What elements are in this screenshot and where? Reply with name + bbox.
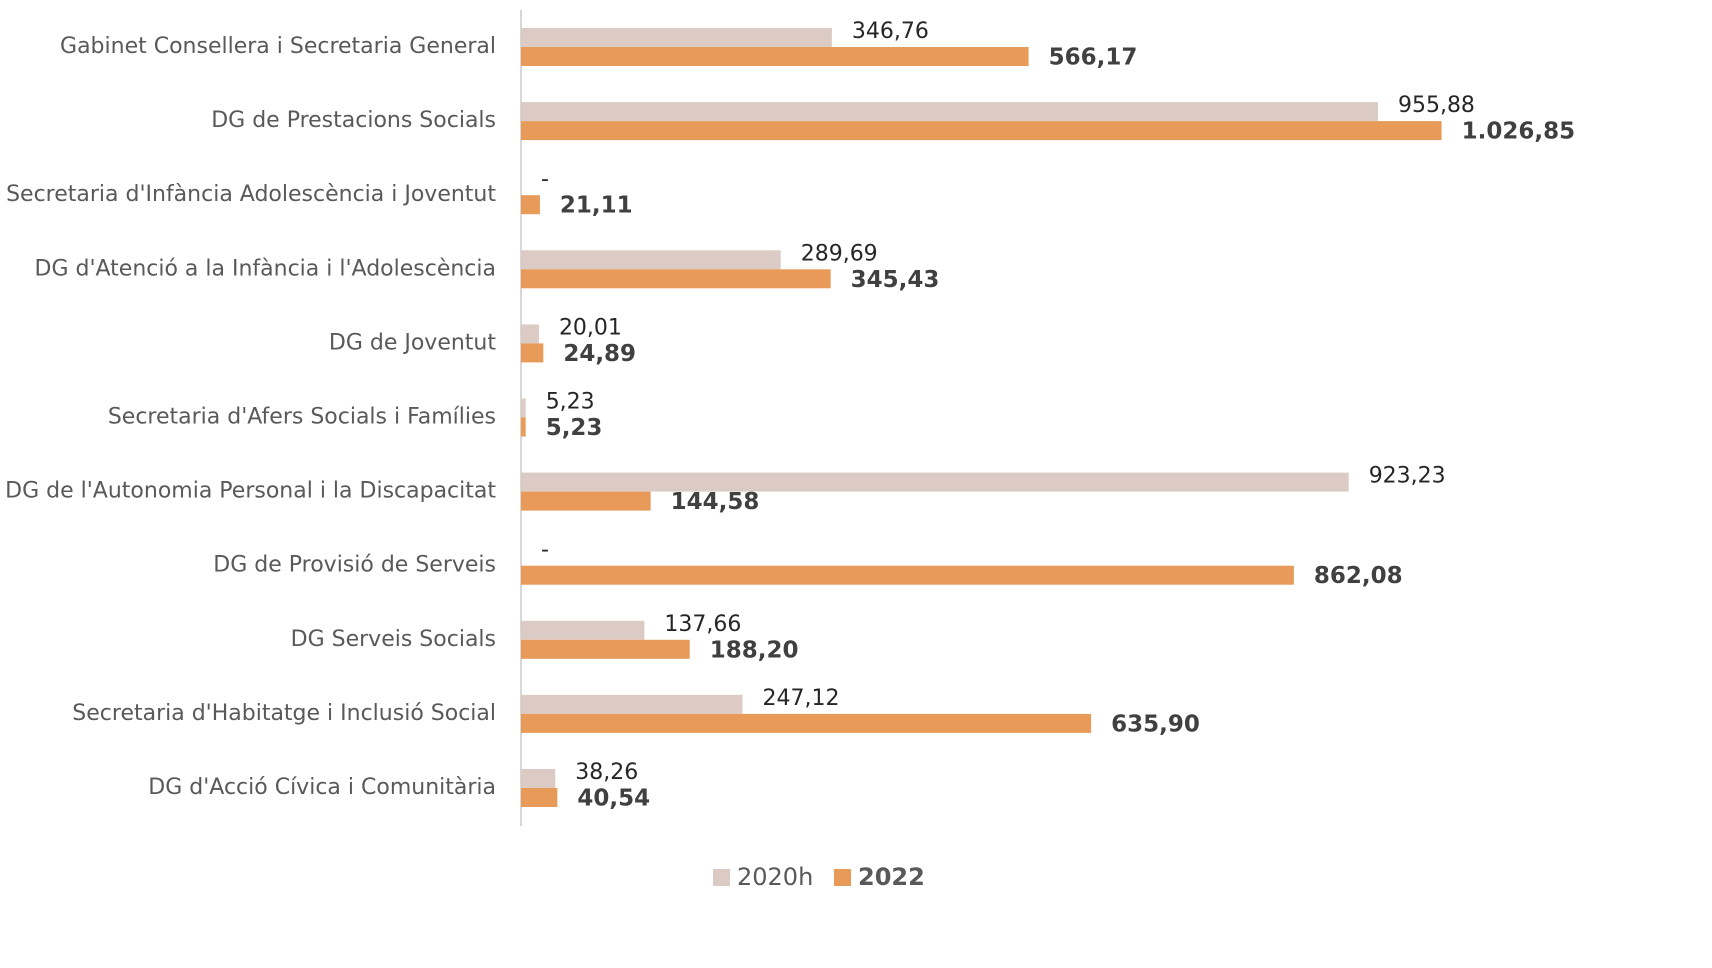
- value-label: 1.026,85: [1462, 119, 1576, 145]
- category-label: DG Serveis Socials: [291, 627, 496, 652]
- bar: [521, 491, 651, 511]
- category-label: DG d'Atenció a la Infància i l'Adolescèn…: [35, 256, 497, 281]
- category-label: Secretaria d'Habitatge i Inclusió Social: [72, 701, 496, 726]
- legend-swatch: [834, 869, 851, 886]
- category-label: Gabinet Consellera i Secretaria General: [60, 34, 496, 59]
- value-label: 20,01: [559, 315, 622, 340]
- value-label: 21,11: [560, 193, 633, 219]
- category-label: Secretaria d'Infància Adolescència i Jov…: [6, 182, 496, 207]
- category-label: Secretaria d'Afers Socials i Famílies: [108, 405, 496, 430]
- value-label: 346,76: [852, 19, 929, 44]
- bar: [521, 47, 1029, 66]
- value-label: 923,23: [1369, 464, 1446, 489]
- value-label: 345,43: [851, 267, 940, 293]
- bar: [521, 565, 1294, 585]
- value-label: 635,90: [1111, 711, 1200, 737]
- value-label: 40,54: [577, 786, 650, 812]
- value-label: 862,08: [1314, 563, 1403, 589]
- bar: [521, 713, 1092, 733]
- bar: [521, 269, 831, 289]
- category-label: DG de Prestacions Socials: [211, 108, 496, 133]
- bar: [521, 250, 781, 270]
- value-label: 188,20: [710, 637, 799, 663]
- value-label: -: [541, 538, 549, 563]
- bar: [521, 417, 526, 437]
- value-label: 955,88: [1398, 93, 1475, 118]
- bar: [521, 620, 645, 640]
- legend-label: 2022: [858, 863, 925, 891]
- value-label: 5,23: [546, 390, 595, 415]
- category-label: DG d'Acció Cívica i Comunitària: [148, 775, 496, 800]
- value-label: 289,69: [801, 241, 878, 266]
- value-label: 247,12: [763, 686, 840, 711]
- category-label: DG de Provisió de Serveis: [213, 553, 496, 578]
- value-label: 5,23: [546, 415, 603, 441]
- value-label: 24,89: [563, 341, 636, 367]
- category-label: DG de l'Autonomia Personal i la Discapac…: [5, 479, 496, 504]
- value-label: 566,17: [1049, 45, 1138, 71]
- category-label: DG de Joventut: [329, 330, 496, 355]
- bar: [521, 472, 1349, 492]
- bar: [521, 102, 1378, 122]
- bar: [521, 343, 544, 363]
- legend-swatch: [713, 869, 730, 886]
- legend-label: 2020h: [737, 863, 813, 891]
- bar: [521, 28, 832, 47]
- bar: [521, 121, 1442, 141]
- bar: [521, 398, 526, 418]
- value-label: 38,26: [575, 760, 638, 785]
- bar: [521, 788, 558, 807]
- bar: [521, 639, 690, 659]
- value-label: 144,58: [671, 489, 760, 515]
- bar: [521, 694, 743, 714]
- value-label: 137,66: [664, 612, 741, 637]
- bar: [521, 195, 540, 215]
- value-label: -: [541, 167, 549, 192]
- bar: [521, 324, 539, 344]
- bar: [521, 769, 556, 788]
